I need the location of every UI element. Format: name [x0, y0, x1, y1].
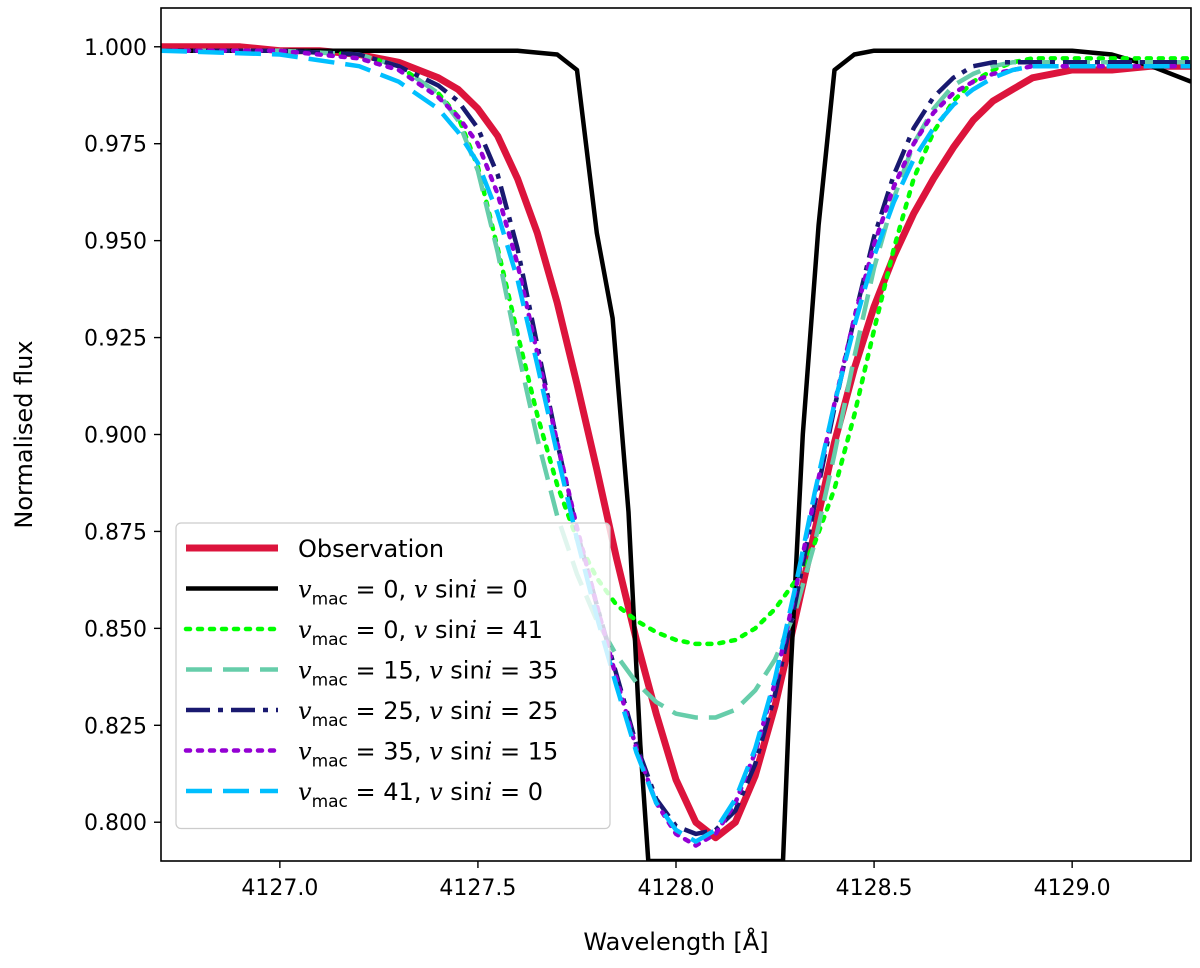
axes-layer: 4127.0 4127.5 4128.0 4128.5 4129.0 0.800 0.825…: [84, 36, 1111, 901]
legend-vsini-value: 41: [512, 616, 543, 644]
legend-vsini-value: 0: [528, 778, 543, 806]
x-tick-label: 4129.0: [1034, 876, 1111, 901]
series-line-4: [161, 48, 1191, 837]
x-axis-label: Wavelength [Å]: [583, 927, 768, 956]
legend-label-4: vmac = 25, v sini = 25: [298, 697, 558, 731]
y-tick-label: 0.800: [84, 811, 147, 836]
legend-label-5: vmac = 35, v sini = 15: [298, 738, 558, 772]
y-tick-label: 0.875: [84, 520, 147, 545]
series-line-1: [161, 48, 1191, 861]
y-tick-label: 0.850: [84, 617, 147, 642]
y-tick-label: 0.950: [84, 230, 147, 255]
legend-box: [175, 522, 611, 830]
y-tick-label: 0.900: [84, 424, 147, 449]
legend-vmac-value: 25: [383, 697, 414, 725]
legend-text: Observation: [298, 535, 444, 563]
y-tick-label: 0.825: [84, 714, 147, 739]
legend-vsini-value: 15: [528, 738, 559, 766]
y-tick-label: 0.975: [84, 133, 147, 158]
legend-label-6: vmac = 41, v sini = 0: [298, 778, 543, 812]
legend-vsini-value: 25: [528, 697, 559, 725]
x-tick-label: 4127.0: [241, 876, 318, 901]
series-layer: [161, 43, 1191, 861]
y-axis-label: Normalised flux: [10, 340, 38, 528]
legend-vmac-value: 15: [383, 657, 414, 685]
legend: Observation vmac = 0, v sini = 0 vmac = 0,…: [175, 522, 611, 830]
legend-label-2: vmac = 0, v sini = 41: [298, 616, 543, 650]
y-tick-label: 1.000: [84, 36, 147, 61]
legend-label-1: vmac = 0, v sini = 0: [298, 576, 528, 610]
legend-vmac-value: 35: [383, 738, 414, 766]
x-tick-label: 4127.5: [439, 876, 516, 901]
legend-vsini-value: 35: [528, 657, 559, 685]
series-line-2: [161, 48, 1191, 647]
series-line-0: [161, 43, 1191, 842]
legend-vmac-value: 0: [383, 616, 398, 644]
y-tick-label: 0.925: [84, 327, 147, 352]
legend-vsini-value: 0: [512, 576, 527, 604]
legend-label-3: vmac = 15, v sini = 35: [298, 657, 558, 691]
legend-vmac-value: 0: [383, 576, 398, 604]
x-tick-label: 4128.0: [638, 876, 715, 901]
plot-frame: [160, 7, 1192, 862]
legend-vmac-value: 41: [383, 778, 414, 806]
legend-label-0: Observation: [298, 535, 444, 563]
series-line-6: [161, 48, 1191, 844]
x-tick-label: 4128.5: [836, 876, 913, 901]
